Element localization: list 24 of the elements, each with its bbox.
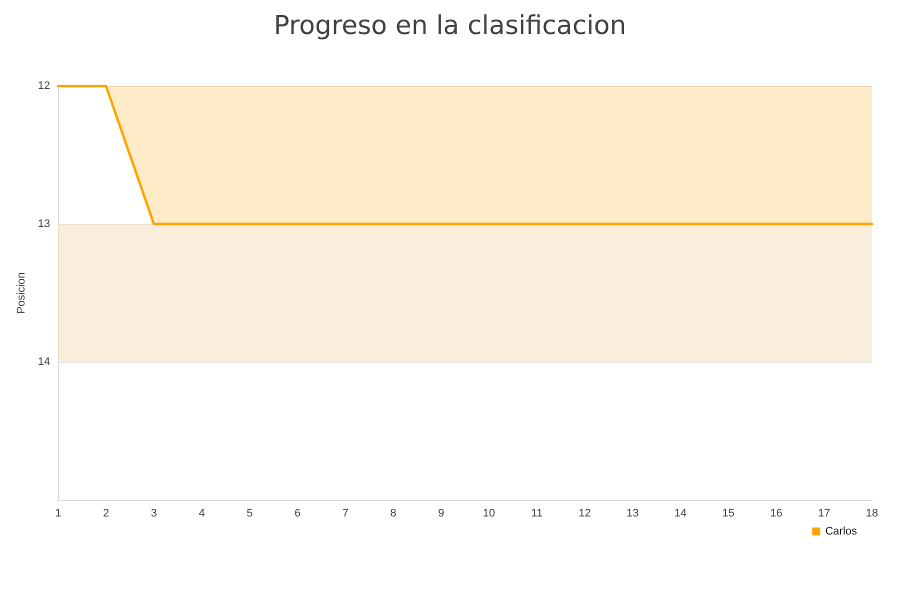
chart-title: Progreso en la clasificacion (274, 11, 626, 41)
x-tick-label: 7 (342, 508, 348, 520)
x-tick-label: 13 (626, 508, 639, 520)
x-tick-label: 5 (246, 508, 253, 520)
x-tick-label: 16 (770, 508, 782, 520)
y-tick-label: 14 (38, 356, 50, 368)
x-tick-label: 8 (390, 508, 396, 520)
y-tick-label: 12 (38, 80, 50, 92)
y-axis-title: Posicion (16, 272, 28, 314)
x-tick-label: 1 (55, 508, 62, 520)
x-tick-label: 9 (438, 508, 444, 520)
x-tick-label: 15 (722, 508, 734, 520)
x-tick-label: 11 (531, 508, 543, 520)
x-tick-label: 18 (866, 508, 878, 520)
legend-label: Carlos (825, 526, 858, 538)
x-tick-label: 17 (818, 508, 830, 520)
x-tick-label: 4 (198, 508, 205, 520)
x-tick-label: 14 (674, 508, 687, 520)
y-tick-label: 13 (38, 218, 50, 230)
x-tick-label: 3 (150, 508, 157, 520)
x-tick-label: 6 (294, 508, 301, 520)
x-tick-label: 2 (102, 508, 110, 520)
x-tick-label: 10 (482, 508, 496, 520)
x-tick-label: 12 (578, 508, 591, 520)
